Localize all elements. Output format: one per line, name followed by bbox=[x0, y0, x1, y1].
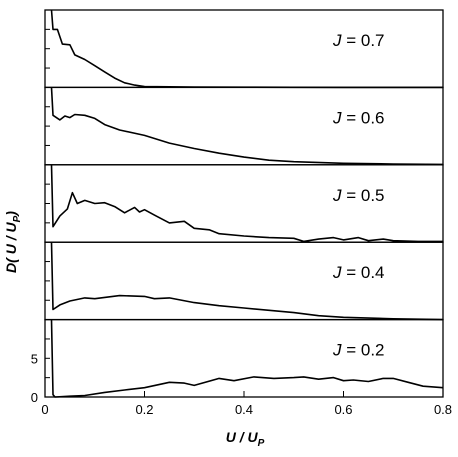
panel: J = 0.2 bbox=[44, 318, 444, 398]
y-axis-ticks: 05 bbox=[31, 351, 38, 405]
panel-label-value: = 0.6 bbox=[342, 108, 385, 127]
series-line bbox=[50, 87, 444, 166]
y-tick-label: 5 bbox=[31, 351, 38, 366]
x-tick-label: 0 bbox=[41, 402, 48, 417]
x-axis-title-subscript: P bbox=[258, 438, 265, 449]
panel-label: J = 0.2 bbox=[332, 341, 385, 360]
panel-label: J = 0.7 bbox=[332, 31, 385, 50]
panel-label: J = 0.5 bbox=[332, 186, 385, 205]
panel-label: J = 0.4 bbox=[332, 263, 385, 282]
y-axis-title: D( U / UP) bbox=[3, 211, 23, 273]
panel: J = 0.4 bbox=[44, 241, 444, 321]
panel-label-value: = 0.7 bbox=[342, 31, 385, 50]
panel-label-variable: J bbox=[332, 263, 342, 282]
panel-label: J = 0.6 bbox=[332, 108, 385, 127]
panel-label-value: = 0.2 bbox=[342, 341, 385, 360]
x-tick-label: 0.4 bbox=[235, 402, 253, 417]
x-tick-label: 0.8 bbox=[434, 402, 452, 417]
x-tick-label: 0.6 bbox=[334, 402, 352, 417]
panel-label-variable: J bbox=[332, 186, 342, 205]
panel-label-variable: J bbox=[332, 31, 342, 50]
y-axis-title-subscript: P bbox=[12, 215, 23, 222]
panel: J = 0.6 bbox=[44, 86, 444, 166]
panel-label-value: = 0.5 bbox=[342, 186, 385, 205]
panel: J = 0.5 bbox=[44, 164, 444, 243]
panel: J = 0.7 bbox=[44, 9, 444, 89]
panel-label-variable: J bbox=[332, 341, 342, 360]
x-axis-title: U / UP bbox=[226, 429, 265, 449]
series-line bbox=[50, 242, 444, 321]
y-tick-label: 0 bbox=[31, 390, 38, 405]
panel-label-variable: J bbox=[332, 108, 342, 127]
x-tick-label: 0.2 bbox=[135, 402, 153, 417]
panel-label-value: = 0.4 bbox=[342, 263, 385, 282]
series-line bbox=[50, 164, 443, 243]
panels-group: J = 0.7J = 0.6J = 0.5J = 0.4J = 0.2 bbox=[44, 9, 444, 398]
series-line bbox=[50, 319, 444, 398]
x-axis-ticks: 0 0.2 0.4 0.6 0.8 bbox=[41, 391, 452, 417]
